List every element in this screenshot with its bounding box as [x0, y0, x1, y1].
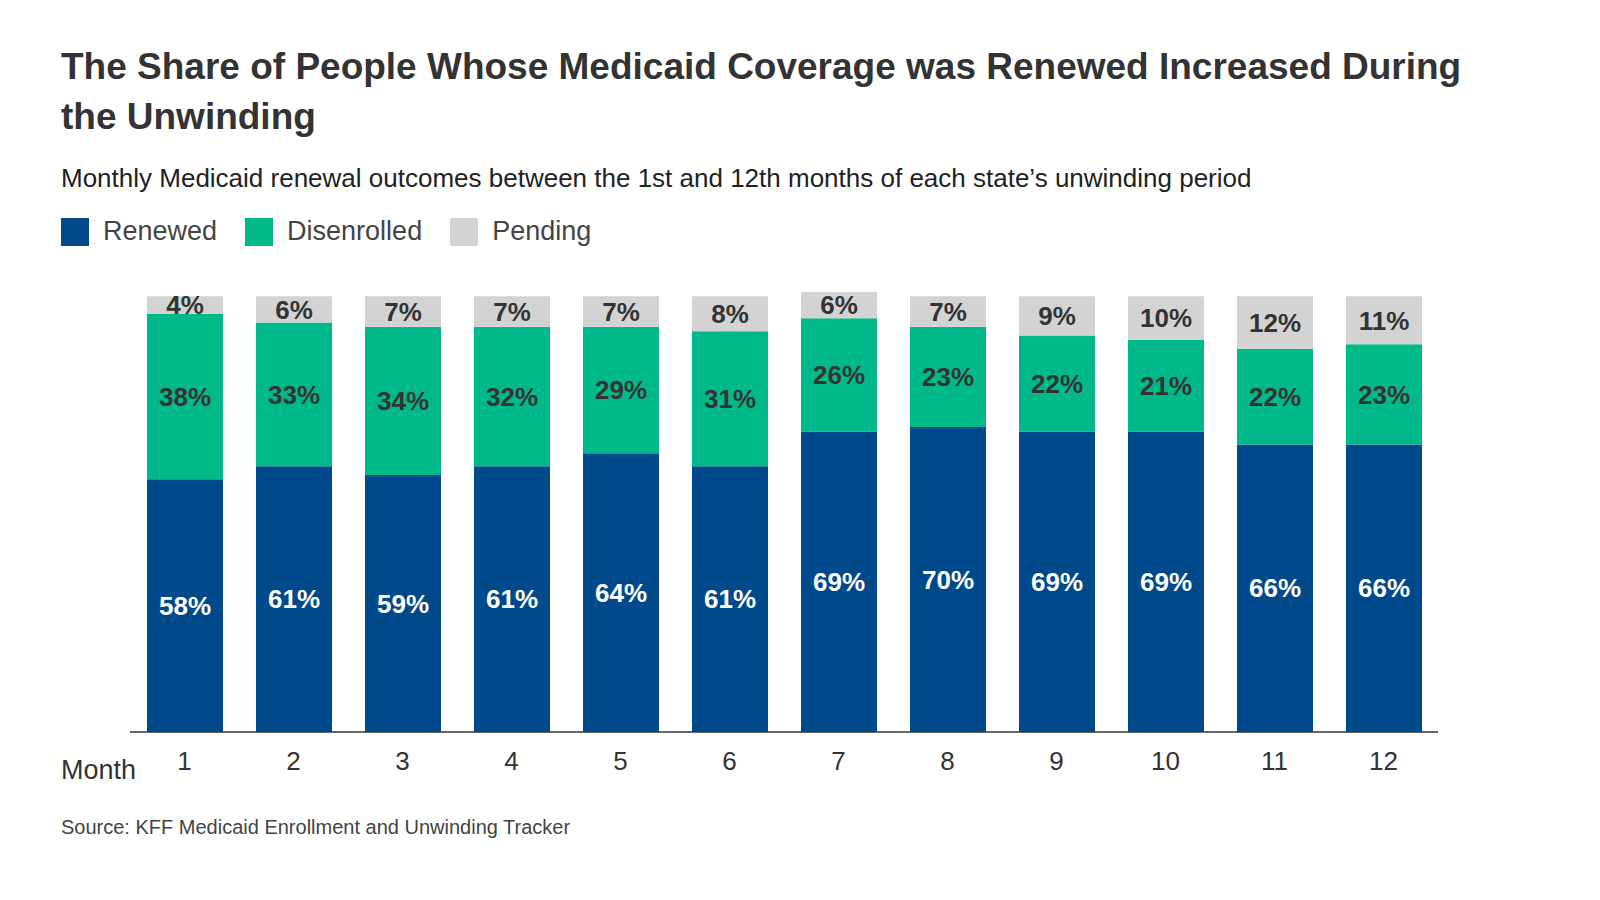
svg-text:22%: 22%	[1249, 382, 1301, 412]
svg-text:12: 12	[1369, 746, 1398, 776]
svg-text:26%: 26%	[813, 360, 865, 390]
svg-text:59%: 59%	[377, 589, 429, 619]
svg-text:58%: 58%	[159, 591, 211, 621]
svg-text:9: 9	[1049, 746, 1063, 776]
svg-text:21%: 21%	[1140, 371, 1192, 401]
svg-text:32%: 32%	[486, 382, 538, 412]
svg-text:61%: 61%	[704, 584, 756, 614]
svg-text:10%: 10%	[1140, 303, 1192, 333]
svg-text:29%: 29%	[595, 375, 647, 405]
svg-text:66%: 66%	[1358, 573, 1410, 603]
svg-text:34%: 34%	[377, 386, 429, 416]
svg-text:38%: 38%	[159, 382, 211, 412]
svg-text:31%: 31%	[704, 384, 756, 414]
svg-text:22%: 22%	[1031, 369, 1083, 399]
svg-text:69%: 69%	[1031, 567, 1083, 597]
html-text:The Share of People Whose Medi: The Share of People Whose Medicaid Cover…	[61, 46, 1462, 137]
svg-text:61%: 61%	[268, 584, 320, 614]
svg-text:12%: 12%	[1249, 308, 1301, 338]
svg-text:64%: 64%	[595, 578, 647, 608]
svg-text:69%: 69%	[813, 567, 865, 597]
svg-text:3: 3	[395, 746, 409, 776]
svg-text:10: 10	[1151, 746, 1180, 776]
svg-text:6%: 6%	[820, 290, 858, 320]
svg-text:7%: 7%	[493, 297, 531, 327]
svg-text:6: 6	[722, 746, 736, 776]
svg-text:11%: 11%	[1359, 306, 1410, 336]
svg-text:7: 7	[831, 746, 845, 776]
svg-text:4: 4	[504, 746, 518, 776]
html-text:Source: KFF Medicaid Enrollmen: Source: KFF Medicaid Enrollment and Unwi…	[61, 816, 571, 838]
html-text:Disenrolled: Disenrolled	[287, 216, 423, 246]
svg-text:61%: 61%	[486, 584, 538, 614]
svg-text:23%: 23%	[922, 362, 974, 392]
svg-text:23%: 23%	[1358, 380, 1410, 410]
svg-text:7%: 7%	[929, 297, 967, 327]
html-text:Renewed: Renewed	[103, 216, 218, 246]
svg-text:11: 11	[1261, 746, 1288, 776]
svg-text:9%: 9%	[1038, 301, 1076, 331]
svg-text:5: 5	[613, 746, 627, 776]
svg-text:7%: 7%	[602, 297, 640, 327]
svg-text:8%: 8%	[711, 299, 749, 329]
svg-text:66%: 66%	[1249, 573, 1301, 603]
svg-text:8: 8	[940, 746, 954, 776]
html-text:Pending: Pending	[492, 216, 592, 246]
svg-text:70%: 70%	[922, 565, 974, 595]
svg-text:1: 1	[177, 746, 191, 776]
html-text:Month: Month	[61, 755, 136, 785]
html-text:Monthly Medicaid renewal outco: Monthly Medicaid renewal outcomes betwee…	[61, 163, 1252, 193]
svg-text:33%: 33%	[268, 380, 320, 410]
svg-text:7%: 7%	[384, 297, 422, 327]
svg-text:4%: 4%	[166, 290, 204, 320]
svg-text:2: 2	[286, 746, 300, 776]
svg-text:69%: 69%	[1140, 567, 1192, 597]
svg-text:6%: 6%	[275, 295, 313, 325]
